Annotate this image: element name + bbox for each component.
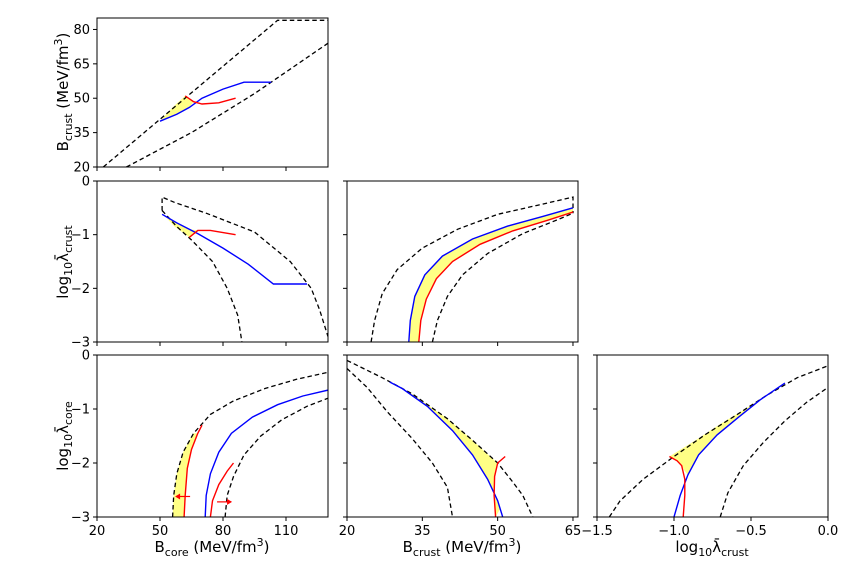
blue-curve [204, 389, 328, 517]
panel-Bcore_vs_lamcrust: −3 −2 −1 0 [71, 175, 329, 351]
plot-area [102, 19, 328, 167]
plot-area [171, 371, 328, 517]
dashed-bound-2 [161, 210, 243, 342]
red-curve-2 [209, 462, 235, 517]
dashed-bound-2 [224, 397, 328, 517]
y-tick-label: 0 [82, 175, 90, 190]
dashed-bound-1 [102, 19, 328, 167]
dashed-bound-2 [126, 42, 328, 167]
y-tick-label: 50 [73, 92, 90, 107]
y-tick-label: −3 [71, 336, 90, 351]
dashed-bound-2 [431, 212, 574, 342]
blue-curve [389, 381, 504, 517]
y-tick-label: 0 [82, 349, 90, 364]
blue-curve [673, 382, 786, 517]
blue-curve [161, 213, 307, 285]
y-tick-label: −3 [71, 511, 90, 526]
dashed-bound-1 [171, 371, 328, 517]
dashed-bound-1 [161, 196, 328, 337]
plot-area [347, 359, 534, 517]
red-curve [184, 95, 236, 105]
plot-area [161, 196, 328, 342]
x-tick-label: 110 [274, 524, 299, 539]
red-curve [669, 455, 686, 517]
allowed-region [389, 382, 501, 517]
red-curve [493, 455, 506, 517]
dashed-bound-1 [370, 196, 574, 342]
x-tick-label: 20 [339, 524, 356, 539]
red-curve [188, 229, 236, 238]
x-axis-label-Bcrust: Bcrust (MeV/fm3) [403, 536, 522, 559]
x-tick-label: 80 [215, 524, 232, 539]
red-arrow-left [175, 493, 191, 500]
y-axis-label-Bcrust: Bcrust (MeV/fm3) [52, 33, 75, 152]
red-curve [418, 211, 574, 342]
panel-Bcore_vs_Bcrust: 20 35 50 65 80 [73, 17, 329, 176]
y-tick-label: −2 [71, 282, 90, 297]
panel-frame [346, 354, 579, 518]
dashed-bound-2 [719, 386, 828, 517]
panel-frame [96, 180, 329, 343]
dashed-bound-2 [347, 368, 454, 517]
x-tick-label: 65 [565, 524, 582, 539]
y-axis-label-lamcrust: log10λ̄crust [53, 225, 75, 299]
y-tick-label: −1 [71, 228, 90, 243]
y-tick-label: −2 [71, 457, 90, 472]
x-tick-label: 0.0 [818, 524, 839, 539]
x-tick-label: 20 [89, 524, 106, 539]
panel-Bcore_vs_lamcore: 20 50 80 110 −3 −2 −1 0 [71, 349, 329, 539]
blue-curve [159, 81, 272, 122]
x-tick-label: 50 [489, 524, 506, 539]
blue-curve [408, 207, 574, 342]
x-tick-label: 35 [414, 524, 431, 539]
panel-frame [596, 354, 829, 518]
y-tick-label: 65 [73, 57, 90, 72]
x-axis-label-Bcore: Bcore (MeV/fm3) [155, 536, 270, 559]
panel-Bcrust_vs_lamcore: 20 35 50 65 [339, 354, 582, 539]
plot-area [608, 365, 828, 517]
x-axis-label-lamcrust: log10λ̄crust [675, 537, 749, 559]
y-axis-label-lamcore: log10λ̄core [53, 401, 75, 471]
panel-lamcrust_vs_lamcore: −1.5 −1.0 −0.5 0.0 [581, 354, 839, 539]
panel-Bcrust_vs_lamcrust [343, 180, 579, 346]
y-tick-label: 20 [73, 161, 90, 176]
dashed-bound-1 [608, 365, 828, 517]
y-tick-label: 80 [73, 23, 90, 38]
y-tick-label: 35 [73, 126, 90, 141]
y-tick-label: −1 [71, 403, 90, 418]
x-tick-label: −1.0 [658, 524, 690, 539]
panel-frame [96, 17, 329, 168]
x-tick-label: −1.5 [581, 524, 613, 539]
plot-area [370, 196, 574, 342]
dashed-bound-1 [347, 359, 534, 517]
x-tick-label: −0.5 [735, 524, 767, 539]
x-tick-label: 50 [152, 524, 169, 539]
red-arrow-right [217, 498, 233, 505]
panel-frame [346, 180, 579, 343]
allowed-region [160, 95, 194, 122]
red-curve-1 [183, 424, 203, 517]
allowed-region [669, 383, 785, 475]
allowed-region [408, 207, 573, 342]
panel-frame [96, 354, 329, 518]
